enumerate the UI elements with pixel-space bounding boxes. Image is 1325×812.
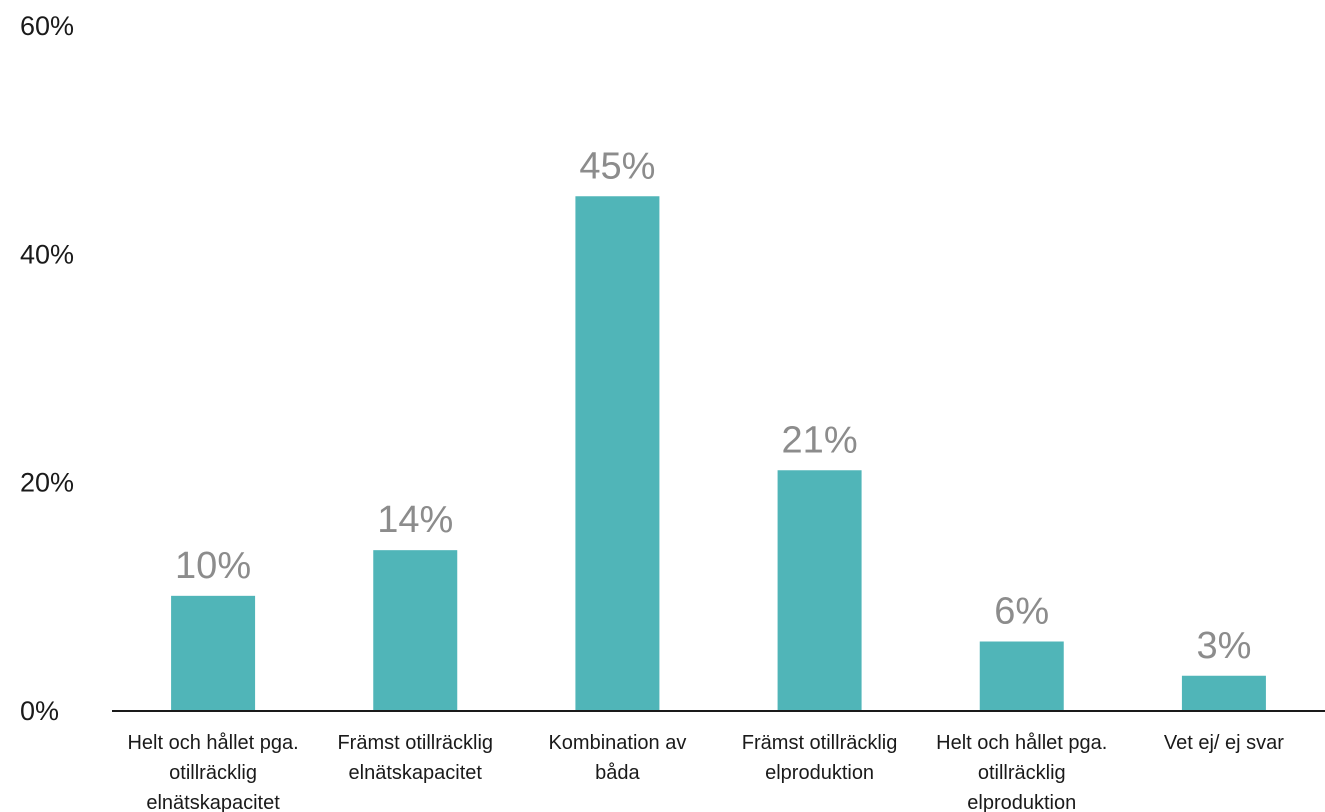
x-tick-label: Helt och hållet pga. otillräcklig elnätska… <box>127 732 298 812</box>
y-tick-label: 40% <box>20 239 74 269</box>
data-label: 21% <box>782 419 858 461</box>
x-tick-label: Vet ej/ ej svar <box>1164 732 1284 754</box>
y-tick-label: 60% <box>20 11 74 41</box>
bar <box>171 595 256 710</box>
bar <box>575 196 660 710</box>
data-label: 14% <box>377 499 453 541</box>
bar <box>979 641 1064 710</box>
bar <box>373 550 458 710</box>
x-tick-label: Främst otillräcklig elproduktion <box>742 732 898 784</box>
data-label: 3% <box>1196 625 1251 667</box>
data-label: 45% <box>579 145 655 187</box>
bars <box>171 196 1266 710</box>
data-label: 10% <box>175 545 251 587</box>
bar <box>777 470 862 710</box>
x-tick-label: Främst otillräcklig elnätskapacitet <box>337 732 493 784</box>
x-tick-label: Kombination av båda <box>548 732 686 784</box>
y-tick-label: 20% <box>20 468 74 498</box>
category-labels: Helt och hållet pga. otillräcklig elnätska… <box>127 732 1284 812</box>
y-tick-label: 0% <box>20 696 59 726</box>
data-labels: 10% 14% 45% 21% 6% 3% <box>175 145 1251 667</box>
y-axis-tick-labels: 0% 20% 40% 60% <box>20 11 74 726</box>
bar <box>1181 675 1266 710</box>
x-tick-label: Helt och hållet pga. otillräcklig elproduk… <box>936 732 1107 812</box>
data-label: 6% <box>994 591 1049 633</box>
